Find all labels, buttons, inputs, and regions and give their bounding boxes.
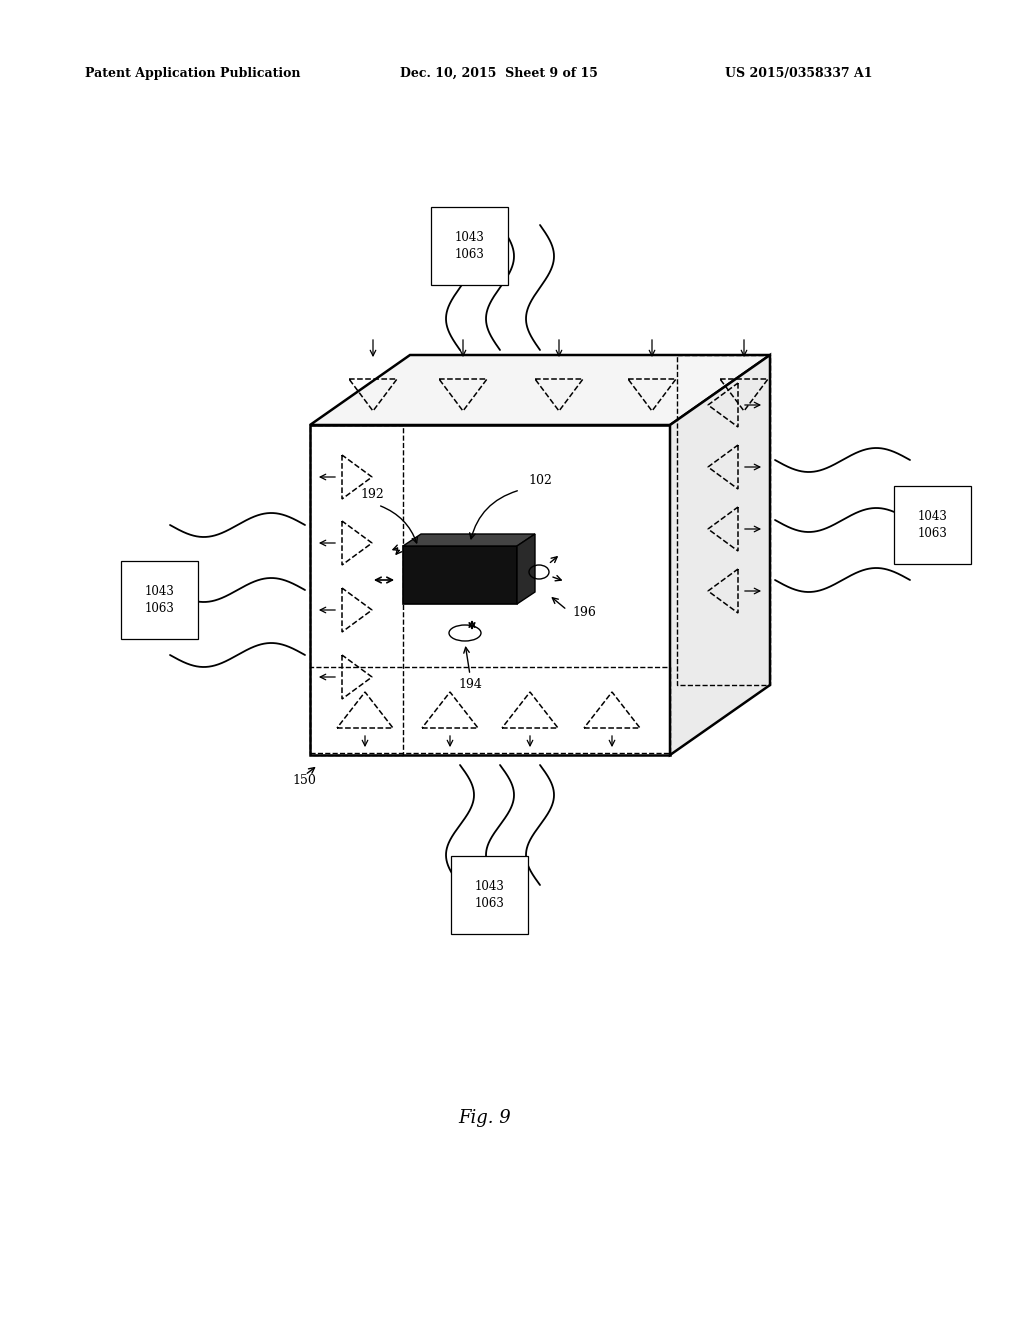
Text: 1043
1063: 1043 1063	[475, 880, 505, 909]
Polygon shape	[310, 425, 670, 755]
Polygon shape	[403, 535, 535, 546]
Text: 102: 102	[528, 474, 552, 487]
Text: 194: 194	[458, 678, 482, 692]
Text: 150: 150	[292, 774, 315, 787]
Text: 1043
1063: 1043 1063	[145, 585, 175, 615]
Polygon shape	[403, 546, 517, 605]
Text: 1043
1063: 1043 1063	[455, 231, 485, 261]
Polygon shape	[517, 535, 535, 605]
Text: US 2015/0358337 A1: US 2015/0358337 A1	[725, 66, 872, 79]
Polygon shape	[670, 355, 770, 755]
Text: 1043
1063: 1043 1063	[918, 510, 948, 540]
Text: 196: 196	[572, 606, 596, 619]
Polygon shape	[310, 355, 770, 425]
Text: Dec. 10, 2015  Sheet 9 of 15: Dec. 10, 2015 Sheet 9 of 15	[400, 66, 598, 79]
Text: Patent Application Publication: Patent Application Publication	[85, 66, 300, 79]
Text: 192: 192	[360, 488, 384, 502]
Text: Fig. 9: Fig. 9	[459, 1109, 511, 1127]
